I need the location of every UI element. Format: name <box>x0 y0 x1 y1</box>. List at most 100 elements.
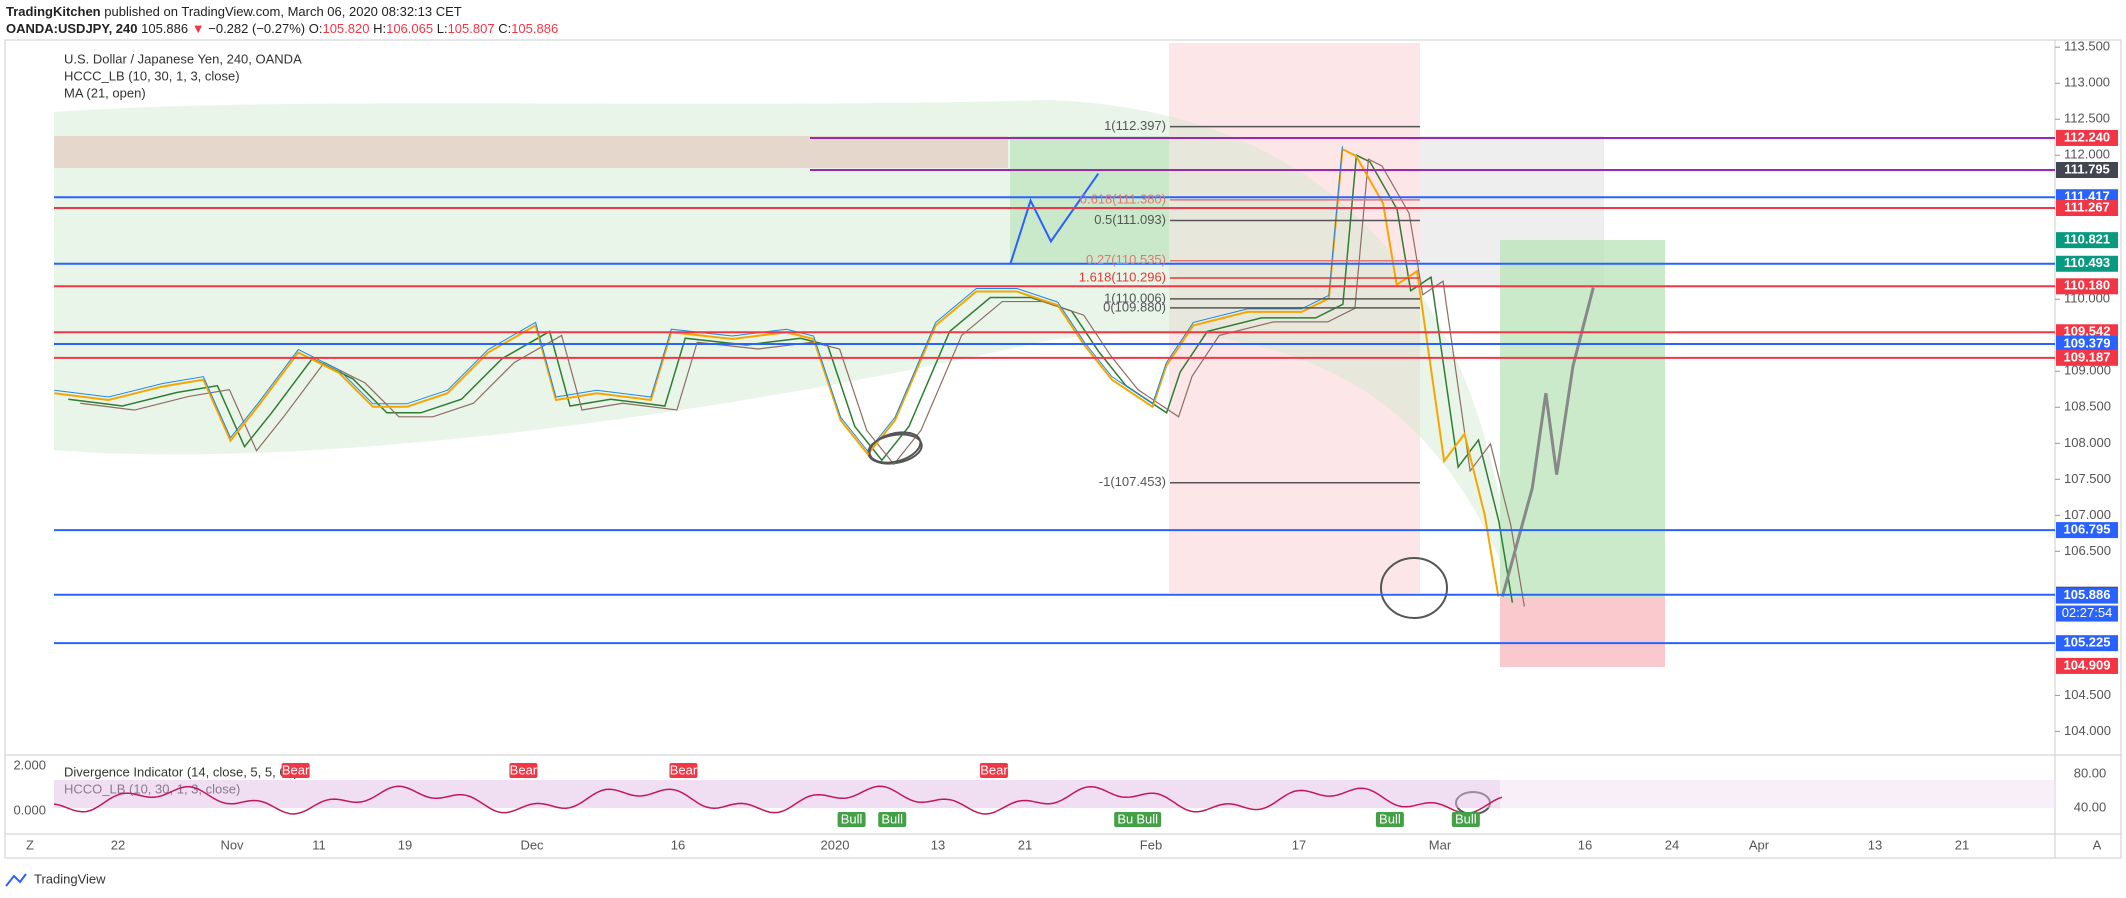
x-tick-label: 16 <box>671 837 685 852</box>
signal-label: Bear <box>980 762 1008 777</box>
countdown-tag <box>2056 605 2118 622</box>
byline: published on TradingView.com, March 06, … <box>104 4 462 19</box>
signal-label: Bear <box>510 762 538 777</box>
price-tag-label: 110.493 <box>2064 255 2110 270</box>
x-tick-label: Nov <box>220 837 244 852</box>
y-tick-label: 107.500 <box>2064 471 2111 486</box>
last: 105.886 <box>141 21 189 36</box>
legend-item: U.S. Dollar / Japanese Yen, 240, OANDA <box>64 51 302 66</box>
symbol: OANDA:USDJPY, 240 <box>6 21 138 36</box>
price-tag-label: 111.795 <box>2064 161 2110 176</box>
fib-label: 0(109.880) <box>1103 299 1166 314</box>
price-tag <box>2056 255 2118 272</box>
signal-label: Bull <box>1455 811 1477 826</box>
signal-label: Bull <box>1136 811 1158 826</box>
y-tick-label: 109.000 <box>2064 363 2111 378</box>
x-tick-label: Feb <box>1140 837 1162 852</box>
l: L: <box>436 21 448 36</box>
x-tick-label: 17 <box>1292 837 1306 852</box>
x-tick-label: 21 <box>1018 837 1032 852</box>
zone <box>54 136 1008 168</box>
price-tag <box>2056 232 2118 249</box>
signal-box <box>1451 812 1480 827</box>
change: −0.282 (−0.27%) <box>208 21 306 36</box>
x-tick-label: 22 <box>111 837 125 852</box>
header: TradingKitchen published on TradingView.… <box>6 4 462 19</box>
x-tick-label: Apr <box>1749 837 1770 852</box>
x-tick-label: Mar <box>1429 837 1452 852</box>
price-tag <box>2056 522 2118 539</box>
legend-item: HCCC_LB (10, 30, 1, 3, close) <box>64 68 240 83</box>
stop-zone <box>1500 597 1665 667</box>
signal-box <box>979 763 1008 778</box>
signal-label: Bull <box>841 811 863 826</box>
signal-box <box>1133 812 1162 827</box>
price-tag-label: 106.795 <box>2064 522 2111 537</box>
ellipse <box>868 431 922 464</box>
price-tag-label: 104.909 <box>2064 657 2111 672</box>
close: 105.886 <box>511 21 559 36</box>
indicator-line <box>53 785 1503 815</box>
price-tag-label: 109.379 <box>2064 335 2111 350</box>
x-tick-label: 11 <box>312 837 326 852</box>
signal-box <box>837 812 866 827</box>
price-tag <box>2056 587 2118 604</box>
ellipse <box>1380 557 1448 619</box>
logo <box>5 873 27 887</box>
price-tag-label: 105.886 <box>2064 587 2111 602</box>
price-tag-label: 109.187 <box>2064 349 2111 364</box>
arrow: ▼ <box>191 21 205 36</box>
ind-tick: 40.00 <box>2074 799 2107 814</box>
signal-label: Bull <box>881 811 903 826</box>
low: 105.807 <box>447 21 495 36</box>
price-tag-label: 112.240 <box>2064 129 2110 144</box>
fib-label: 0.618(111.380) <box>1080 191 1166 206</box>
brand[interactable]: TradingView <box>34 871 106 886</box>
price-tag <box>2056 200 2118 217</box>
y-tick-label: 112.500 <box>2064 111 2110 126</box>
fib-label: 0.27(110.535) <box>1086 252 1166 267</box>
frame <box>4 39 2122 859</box>
target-zone <box>1500 240 1665 597</box>
quote: OANDA:USDJPY, 240 105.886 ▼ −0.282 (−0.2… <box>6 21 558 36</box>
y-tick-label: 104.500 <box>2064 687 2111 702</box>
x-tick-label: 19 <box>398 837 412 852</box>
x-tick-label: 2020 <box>821 837 850 852</box>
y-tick-label: 108.000 <box>2064 435 2111 450</box>
x-tick-label: 16 <box>1578 837 1592 852</box>
legend-item: MA (21, open) <box>64 85 146 100</box>
price-tag <box>2056 161 2118 178</box>
price-tag <box>2056 335 2118 352</box>
fib-label: 0.5(111.093) <box>1094 212 1166 227</box>
price-tag <box>2056 129 2118 146</box>
x-tick-label: 21 <box>1955 837 1969 852</box>
ind-band <box>1500 780 2055 808</box>
zone <box>1010 136 1169 264</box>
price-tag <box>2056 278 2118 295</box>
fib-label: -1(107.453) <box>1099 474 1166 489</box>
high: 106.065 <box>386 21 434 36</box>
button-z[interactable]: Z <box>26 837 34 852</box>
x-tick-label: 13 <box>931 837 945 852</box>
signal-label: Bear <box>282 762 310 777</box>
path-line <box>1501 287 1595 598</box>
h: H: <box>373 21 387 36</box>
price-tag-label: 110.180 <box>2064 278 2110 293</box>
signal-box <box>281 763 310 778</box>
open: 105.820 <box>322 21 370 36</box>
price-tag-label: 109.542 <box>2064 324 2111 339</box>
price-tag-label: 110.821 <box>2064 232 2110 247</box>
x-tick-label: Dec <box>520 837 544 852</box>
fib-label: 1.618(110.296) <box>1079 269 1166 284</box>
price-tag-label: 111.267 <box>2064 199 2110 214</box>
button-a[interactable]: A <box>2093 837 2102 852</box>
ind-tick: 0.000 <box>13 802 46 817</box>
y-tick-label: 113.000 <box>2064 75 2110 90</box>
price-tag <box>2056 635 2118 652</box>
indicator-title: Divergence Indicator (14, close, 5, 5, 6… <box>64 764 298 779</box>
y-tick-label: 110.000 <box>2064 291 2110 306</box>
price-tag <box>2056 349 2118 366</box>
y-tick-label: 112.000 <box>2064 147 2110 162</box>
author[interactable]: TradingKitchen <box>6 4 101 19</box>
